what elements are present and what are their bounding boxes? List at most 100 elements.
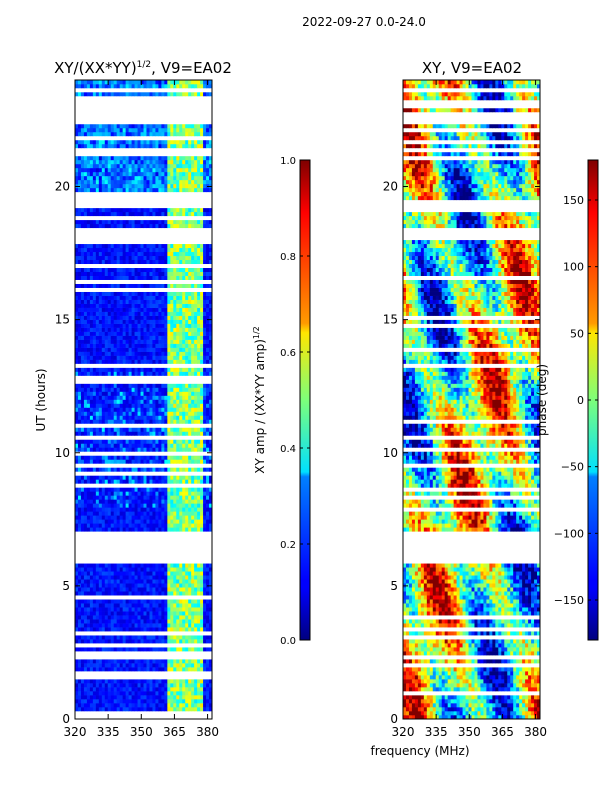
heatmap-cell bbox=[92, 583, 97, 588]
heatmap-cell bbox=[203, 703, 207, 708]
heatmap-cell bbox=[113, 495, 118, 500]
heatmap-cell bbox=[80, 331, 85, 336]
heatmap-cell bbox=[182, 243, 186, 249]
heatmap-cell bbox=[95, 299, 100, 304]
heatmap-cell bbox=[75, 611, 79, 616]
heatmap-cell bbox=[188, 443, 192, 448]
heatmap-cell bbox=[140, 123, 144, 129]
heatmap-cell bbox=[89, 391, 94, 396]
heatmap-cell bbox=[95, 347, 100, 352]
heatmap-cell bbox=[137, 339, 141, 344]
heatmap-cell bbox=[185, 479, 189, 484]
heatmap-cell bbox=[86, 131, 91, 137]
heatmap-cell bbox=[158, 507, 162, 512]
heatmap-cell bbox=[194, 491, 198, 496]
heatmap-cell bbox=[191, 247, 195, 253]
heatmap-cell bbox=[182, 259, 186, 265]
heatmap-cell bbox=[146, 431, 150, 436]
heatmap-cell bbox=[197, 639, 201, 644]
heatmap-cell bbox=[155, 575, 159, 580]
heatmap-cell bbox=[89, 567, 94, 572]
heatmap-cell bbox=[161, 575, 165, 580]
heatmap-cell bbox=[134, 687, 138, 692]
heatmap-cell bbox=[119, 479, 124, 484]
heatmap-cell bbox=[158, 339, 162, 344]
heatmap-cell bbox=[158, 347, 162, 352]
heatmap-cell bbox=[116, 679, 121, 684]
heatmap-cell bbox=[80, 495, 85, 500]
heatmap-cell bbox=[116, 499, 121, 504]
heatmap-cell bbox=[119, 659, 124, 664]
heatmap-cell bbox=[125, 683, 130, 688]
heatmap-cell bbox=[113, 331, 118, 336]
heatmap-cell bbox=[131, 639, 135, 644]
heatmap-cell bbox=[173, 647, 177, 652]
heatmap-cell bbox=[140, 479, 144, 484]
heatmap-cell bbox=[98, 407, 103, 412]
heatmap-cell bbox=[203, 303, 207, 308]
heatmap-cell bbox=[119, 503, 124, 508]
heatmap-cell bbox=[86, 339, 91, 344]
heatmap-cell bbox=[203, 259, 207, 265]
heatmap-cell bbox=[188, 303, 192, 308]
heatmap-cell bbox=[185, 563, 189, 568]
heatmap-cell bbox=[143, 283, 147, 288]
heatmap-cell bbox=[197, 499, 201, 504]
heatmap-cell bbox=[206, 331, 210, 336]
heatmap-cell bbox=[182, 207, 186, 213]
heatmap-cell bbox=[203, 495, 207, 500]
heatmap-cell bbox=[98, 131, 103, 137]
heatmap-cell bbox=[119, 207, 124, 213]
heatmap-cell bbox=[155, 223, 159, 229]
heatmap-cell bbox=[110, 607, 115, 612]
heatmap-cell bbox=[137, 343, 141, 348]
heatmap-cell bbox=[77, 351, 82, 356]
heatmap-cell bbox=[209, 367, 212, 372]
heatmap-cell bbox=[125, 155, 130, 161]
heatmap-cell bbox=[176, 247, 180, 253]
heatmap-cell bbox=[131, 131, 135, 137]
heatmap-cell bbox=[182, 499, 186, 504]
heatmap-cell bbox=[101, 519, 106, 524]
heatmap-cell bbox=[86, 467, 91, 472]
heatmap-cell bbox=[77, 243, 82, 249]
heatmap-cell bbox=[122, 475, 127, 480]
heatmap-cell bbox=[83, 351, 88, 356]
heatmap-blank-row bbox=[75, 151, 212, 157]
heatmap-cell bbox=[197, 399, 201, 404]
heatmap-cell bbox=[143, 439, 147, 444]
heatmap-blank-row bbox=[75, 231, 212, 237]
heatmap-cell bbox=[128, 355, 132, 360]
heatmap-cell bbox=[116, 291, 121, 296]
heatmap-cell bbox=[131, 411, 135, 416]
heatmap-cell bbox=[173, 523, 177, 528]
heatmap-cell bbox=[191, 343, 195, 348]
heatmap-cell bbox=[98, 311, 103, 316]
heatmap-cell bbox=[119, 187, 124, 193]
heatmap-cell bbox=[95, 167, 100, 173]
heatmap-cell bbox=[185, 315, 189, 320]
heatmap-cell bbox=[143, 659, 147, 664]
heatmap-cell bbox=[203, 327, 207, 332]
heatmap-cell bbox=[170, 187, 174, 193]
heatmap-cell bbox=[191, 315, 195, 320]
heatmap-cell bbox=[125, 251, 130, 257]
heatmap-cell bbox=[83, 691, 88, 696]
heatmap-cell bbox=[149, 311, 153, 316]
heatmap-cell bbox=[188, 327, 192, 332]
heatmap-cell bbox=[164, 159, 168, 165]
heatmap-cell bbox=[155, 123, 159, 129]
heatmap-cell bbox=[101, 259, 106, 265]
heatmap-cell bbox=[182, 391, 186, 396]
heatmap-cell bbox=[161, 507, 165, 512]
heatmap-cell bbox=[206, 275, 210, 280]
heatmap-cell bbox=[110, 599, 115, 604]
heatmap-cell bbox=[140, 567, 144, 572]
heatmap-cell bbox=[200, 387, 204, 392]
heatmap-cell bbox=[75, 503, 79, 508]
heatmap-cell bbox=[137, 683, 141, 688]
heatmap-cell bbox=[119, 679, 124, 684]
heatmap-cell bbox=[149, 627, 153, 632]
heatmap-cell bbox=[95, 315, 100, 320]
heatmap-cell bbox=[203, 427, 207, 432]
